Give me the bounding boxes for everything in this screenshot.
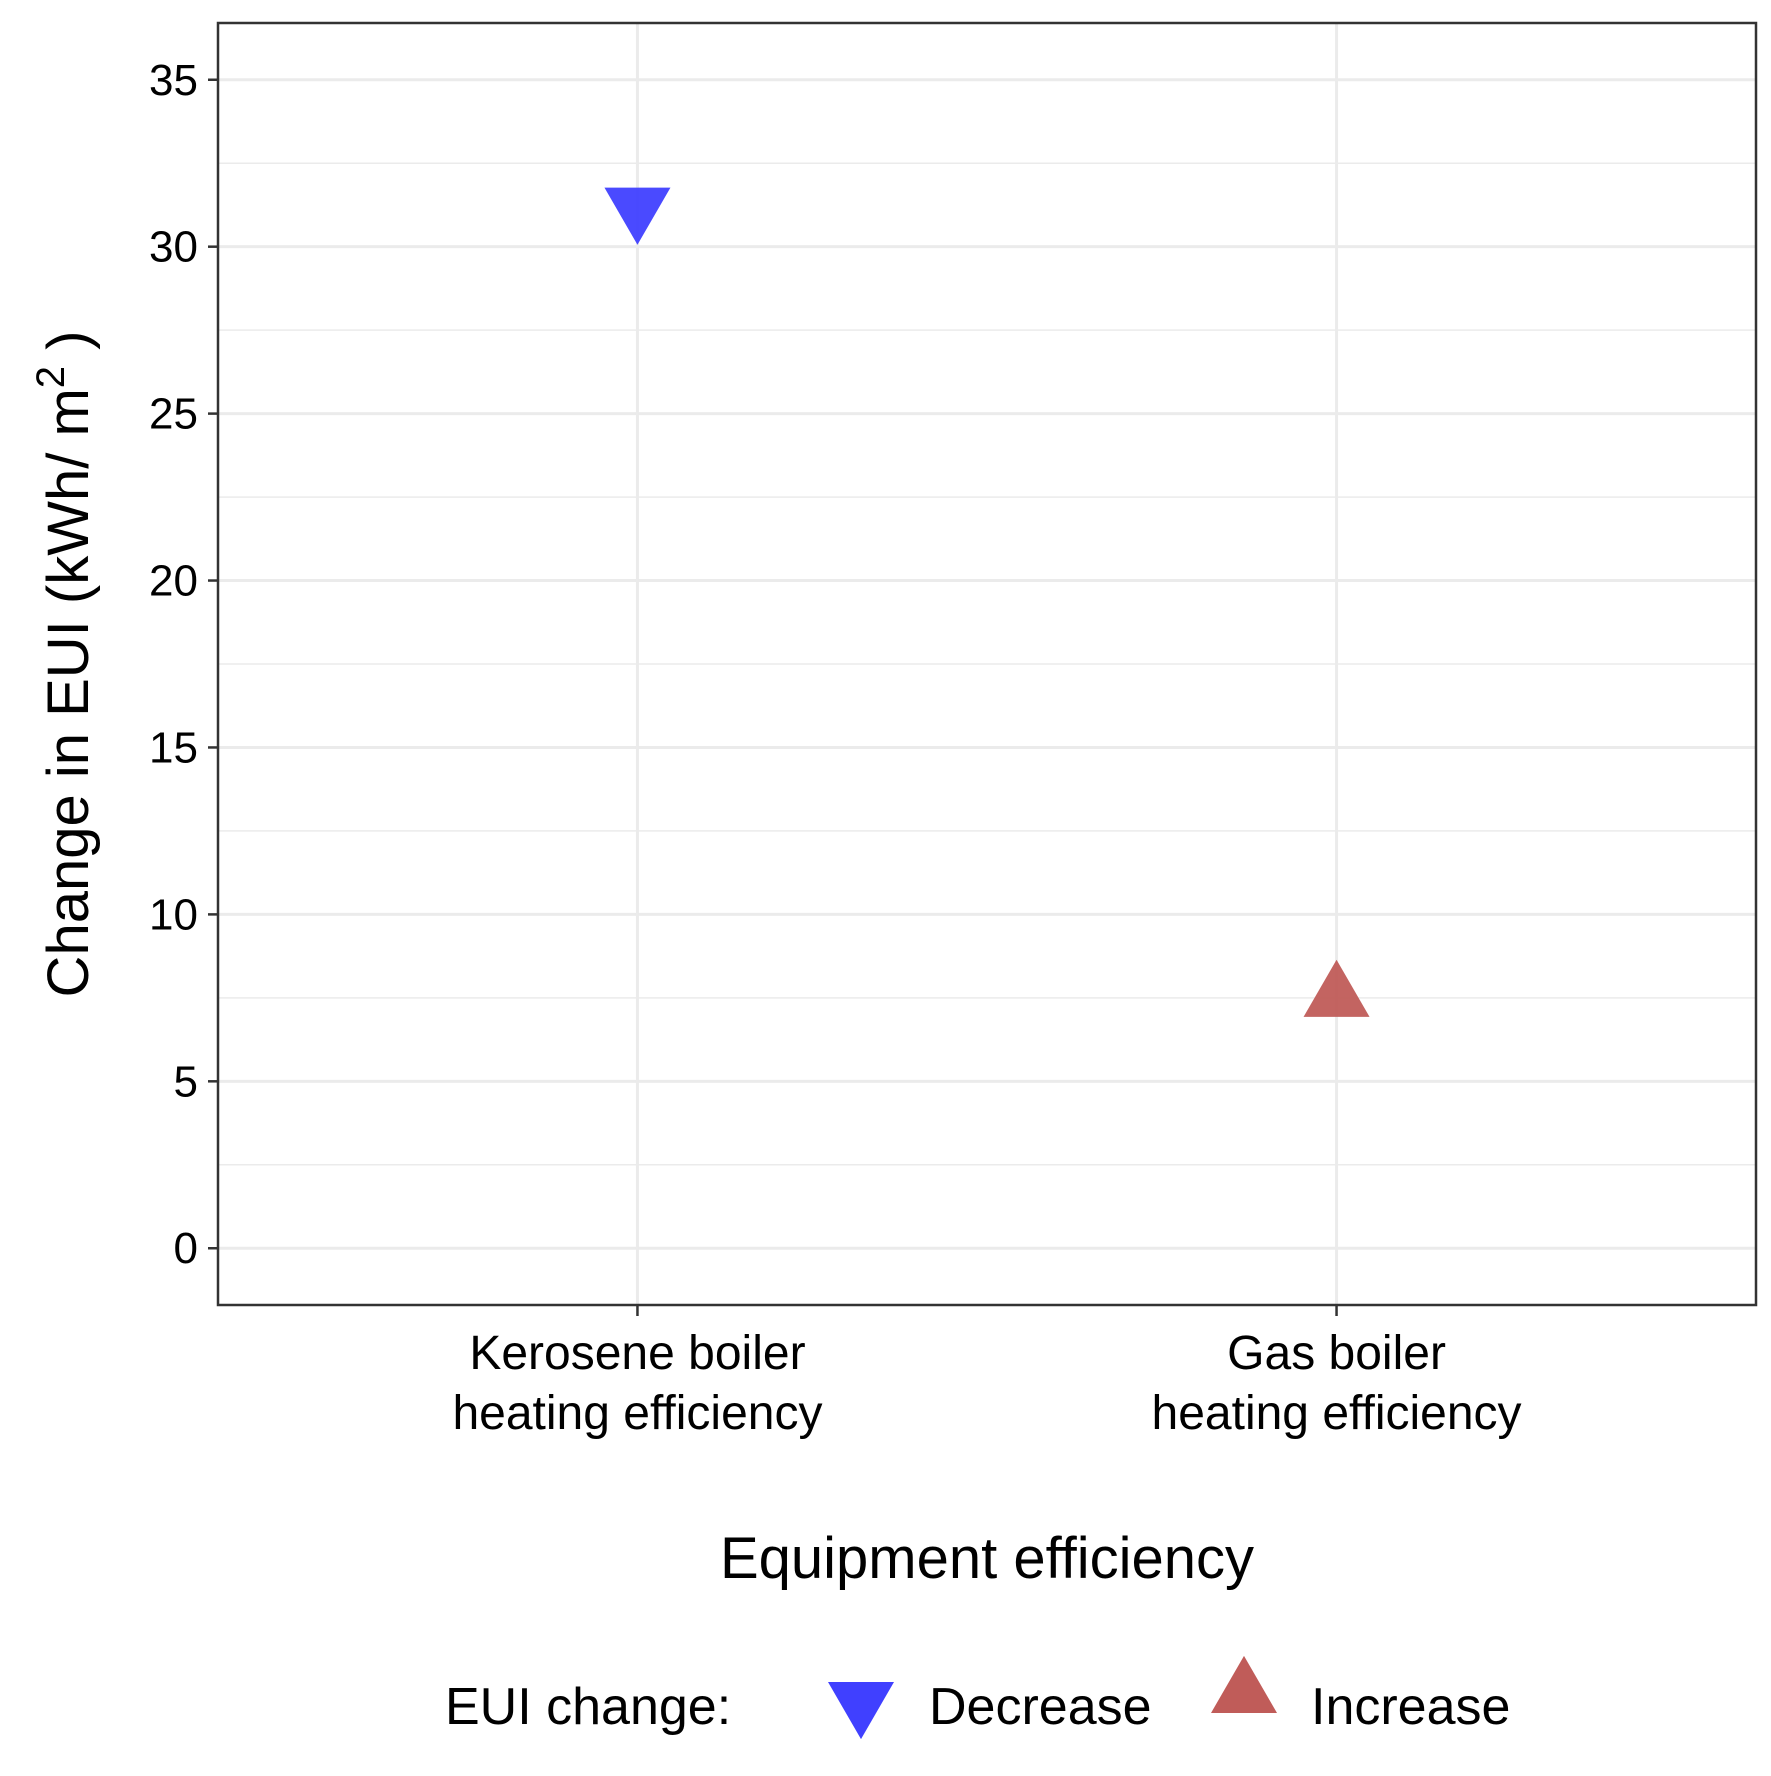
x-axis-ticks: Kerosene boiler heating efficiency Gas boi… <box>452 1305 1522 1440</box>
legend-key-decrease <box>828 1681 894 1740</box>
data-points <box>604 187 1370 1017</box>
legend-label-increase: Increase <box>1311 1678 1510 1736</box>
x-tick-label: heating efficiency <box>452 1387 822 1440</box>
y-tick-label: 10 <box>149 890 198 939</box>
legend: EUI change: Decrease Increase <box>445 1655 1510 1740</box>
plot-panel-border <box>216 21 1758 1307</box>
x-axis-title: Equipment efficiency <box>720 1526 1254 1591</box>
y-tick-label: 35 <box>149 56 198 105</box>
y-axis-title-suffix: ) <box>36 331 101 366</box>
y-tick-label: 15 <box>149 723 198 772</box>
y-axis-ticks: 0 5 10 15 20 25 30 35 <box>149 56 218 1273</box>
legend-title: EUI change: <box>445 1678 731 1736</box>
y-tick-label: 5 <box>174 1057 198 1106</box>
x-tick-label: heating efficiency <box>1152 1387 1522 1440</box>
data-point-increase <box>1303 959 1370 1017</box>
y-tick-label: 25 <box>149 390 198 439</box>
y-tick-label: 20 <box>149 557 198 606</box>
y-tick-label: 0 <box>174 1224 198 1273</box>
grid-layer <box>218 23 1756 1305</box>
data-point-decrease <box>604 187 671 245</box>
y-tick-label: 30 <box>149 223 198 272</box>
x-tick-label: Kerosene boiler <box>469 1327 805 1380</box>
legend-key-increase <box>1211 1655 1277 1714</box>
y-axis-title-superscript: 2 <box>29 366 73 388</box>
y-axis-title-main: Change in EUI (kWh/ m <box>36 388 101 997</box>
x-tick-label: Gas boiler <box>1227 1327 1446 1380</box>
legend-label-decrease: Decrease <box>929 1678 1152 1736</box>
y-axis-title: Change in EUI (kWh/ m2 ) <box>29 331 101 998</box>
